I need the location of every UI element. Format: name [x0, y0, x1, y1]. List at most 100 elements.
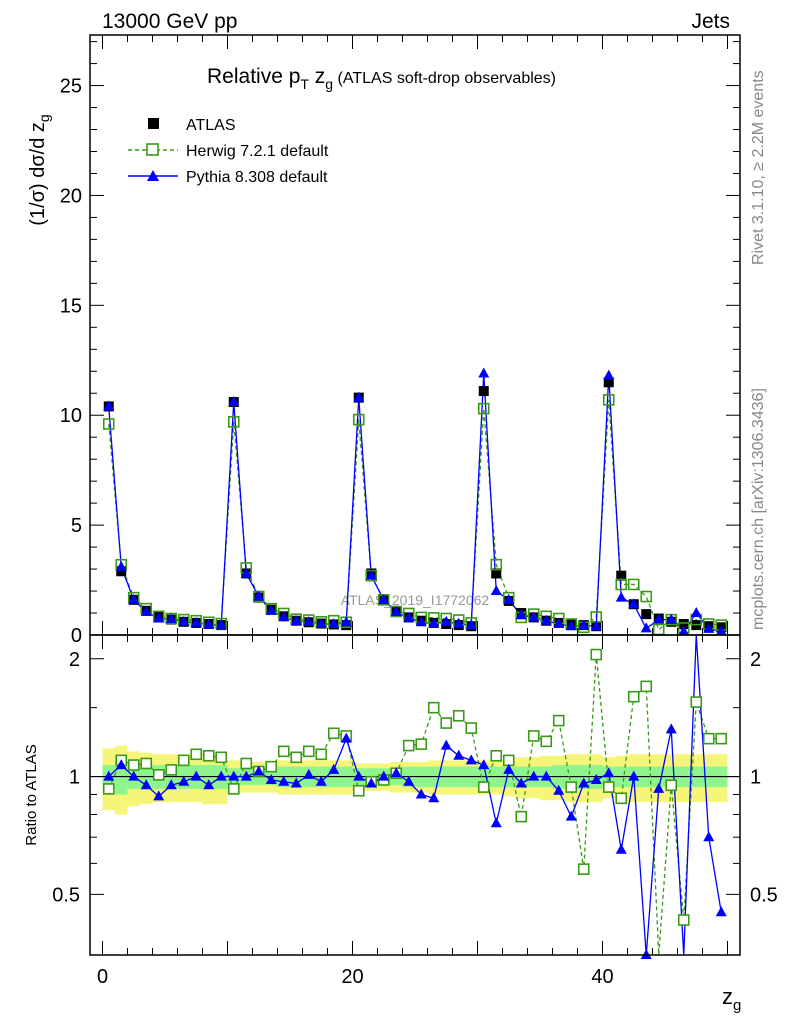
xlabel-sub: g — [733, 997, 741, 1014]
legend-pythia-label: Pythia 8.308 default — [186, 169, 328, 186]
herwig-ratio-point — [352, 784, 365, 797]
pythia-point — [303, 616, 315, 627]
pythia-point — [340, 616, 352, 627]
pythia-point — [515, 609, 527, 620]
pythia-point — [715, 625, 727, 636]
xtick-label: 40 — [591, 966, 613, 988]
pythia-ratio-point — [153, 790, 165, 801]
pythia-ratio-point — [453, 749, 465, 760]
herwig-ratio-point — [627, 690, 640, 703]
herwig-ratio-point — [552, 714, 565, 727]
pythia-point — [265, 604, 277, 615]
pythia-ratio-point — [290, 777, 302, 788]
pythia-point — [353, 391, 365, 402]
herwig-point — [627, 578, 640, 591]
pythia-point — [365, 569, 377, 580]
main-title: Relative pT zg (ATLAS soft-drop observab… — [207, 65, 556, 92]
main-ylabel: (1/σ) dσ/d zg — [27, 114, 52, 225]
herwig-ratio-point — [440, 717, 453, 729]
herwig-ratio-point — [702, 732, 715, 745]
pythia-ratio-point — [390, 767, 402, 778]
main-series — [102, 367, 728, 636]
main-ylabel-sub: g — [36, 114, 52, 122]
pythia-point — [590, 620, 602, 631]
pythia-ratio-point — [203, 779, 215, 790]
pythia-ratio-point — [440, 739, 452, 750]
pythia-point — [190, 616, 202, 627]
main-ytick-label: 10 — [60, 405, 82, 427]
pythia-ratio-point — [640, 949, 652, 959]
pythia-ratio-point — [615, 843, 627, 854]
pythia-point — [453, 617, 465, 628]
ratio-ytick-label: 2 — [69, 649, 80, 671]
herwig-ratio-point — [277, 745, 290, 758]
ratio-ytick-label-right: 0.5 — [750, 884, 778, 906]
pythia-ratio-point — [178, 775, 190, 786]
herwig-ratio-point — [402, 739, 415, 752]
pythia-ratio-point — [503, 763, 515, 774]
pythia-ratio-point — [253, 765, 265, 776]
herwig-ratio-point — [327, 727, 340, 740]
pythia-point — [103, 400, 115, 411]
herwig-ratio-point — [602, 781, 615, 793]
pythia-ratio-point — [515, 777, 527, 788]
pythia-ratio-point — [565, 810, 577, 821]
pythia-point — [578, 619, 590, 630]
herwig-ratio-point — [615, 792, 628, 805]
pythia-point — [253, 590, 265, 601]
pythia-ratio-point — [653, 782, 665, 793]
mcplots-label: mcplots.cern.ch [arXiv:1306.3436] — [750, 388, 767, 630]
pythia-ratio-point — [478, 759, 490, 770]
main-ytick-label: 0 — [71, 625, 82, 647]
herwig-ratio-point — [302, 745, 315, 758]
herwig-ratio-point — [127, 759, 140, 771]
pythia-point — [553, 618, 565, 629]
herwig-point — [602, 394, 615, 406]
pythia-point — [203, 618, 215, 629]
herwig-ratio-point — [177, 754, 190, 767]
main-ytick-label: 25 — [60, 76, 82, 98]
pythia-point — [240, 567, 252, 578]
pythia-ratio-point — [365, 777, 377, 788]
main-ytick-label: 5 — [71, 515, 82, 537]
herwig-point — [352, 413, 365, 426]
herwig-ratio-point — [665, 779, 678, 792]
herwig-ratio-point — [415, 738, 428, 750]
pythia-point — [528, 611, 540, 622]
herwig-ratio-point — [540, 735, 553, 748]
atlas-point — [116, 566, 127, 577]
pythia-ratio-point — [603, 767, 615, 778]
pythia-point — [403, 611, 415, 622]
pythia-point — [328, 618, 340, 629]
watermark: ATLAS_2019_I1772062 — [341, 592, 490, 608]
pythia-ratio-point — [165, 779, 177, 790]
pythia-ratio-point — [403, 775, 415, 786]
pythia-ratio-point — [703, 831, 715, 842]
herwig-ratio-point — [565, 781, 578, 793]
pythia-point — [140, 605, 152, 616]
main-ytick-label: 20 — [60, 185, 82, 207]
herwig-ratio-point — [690, 696, 703, 708]
xtick-label: 20 — [341, 966, 363, 988]
pythia-ratio-point — [328, 763, 340, 774]
herwig-ratio-point — [502, 754, 515, 767]
legend-atlas-label: ATLAS — [186, 117, 236, 134]
herwig-ratio-point — [140, 757, 153, 770]
atlas-point — [491, 568, 502, 579]
title-sub: T — [300, 76, 309, 92]
ratio-frame — [89, 634, 741, 956]
pythia-ratio-point — [715, 906, 727, 917]
rivet-label: Rivet 3.1.10, ≥ 2.2M events — [750, 70, 767, 265]
pythia-point — [503, 593, 515, 604]
pythia-point — [128, 593, 140, 604]
main-ytick-label: 15 — [60, 295, 82, 317]
pythia-point — [428, 617, 440, 628]
xtick-label: 0 — [97, 966, 108, 988]
ratio-ticks: 0.5 0.51 12 20 20 40 — [52, 635, 778, 988]
herwig-ratio-point — [452, 709, 465, 722]
herwig-ratio-point — [590, 648, 603, 661]
pythia-point — [178, 615, 190, 626]
pythia-point — [490, 585, 502, 596]
pythia-ratio-point — [278, 775, 290, 786]
